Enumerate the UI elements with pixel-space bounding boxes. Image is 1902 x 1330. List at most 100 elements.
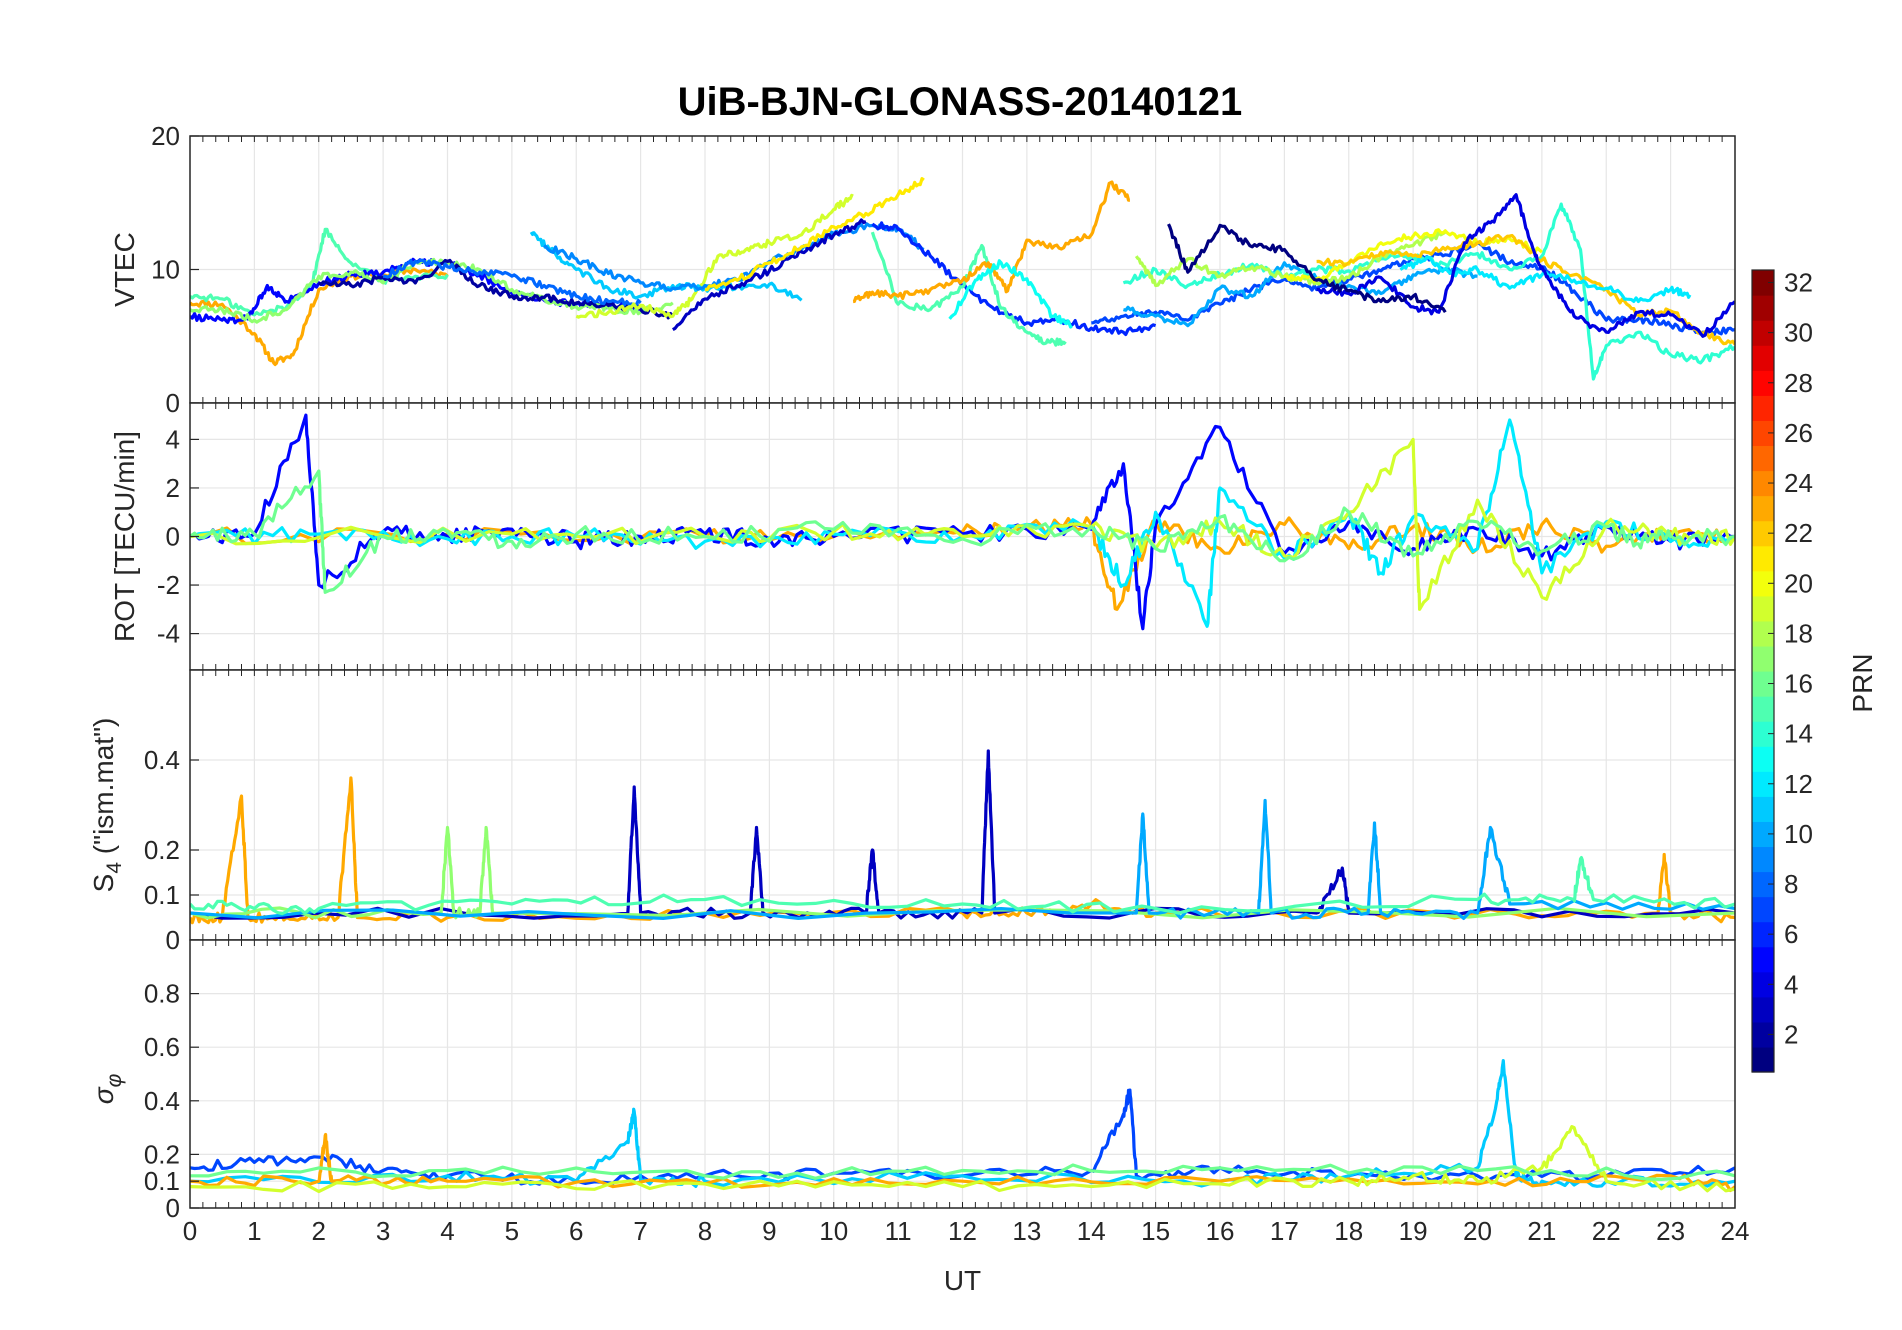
- series-group: [190, 177, 1735, 381]
- colorbar-cell: [1752, 520, 1774, 547]
- series-line: [575, 193, 854, 319]
- series-line: [190, 798, 1735, 920]
- series-line: [704, 177, 925, 292]
- colorbar-cell: [1752, 796, 1774, 822]
- colorbar-cell: [1752, 570, 1774, 597]
- y-axis-label: σφ: [88, 1073, 126, 1104]
- y-tick-label: 0.8: [144, 979, 180, 1009]
- series-group: [190, 749, 1735, 925]
- colorbar-tick-label: 26: [1784, 418, 1813, 448]
- colorbar-cell: [1752, 971, 1774, 998]
- y-tick-label: -4: [157, 619, 180, 649]
- series-line: [1316, 193, 1735, 338]
- series-line: [948, 259, 1074, 329]
- series-line: [190, 437, 1735, 611]
- colorbar-cell: [1752, 746, 1774, 772]
- x-tick-label: 3: [376, 1216, 390, 1246]
- colorbar-cell: [1752, 771, 1774, 797]
- colorbar-cell: [1752, 295, 1774, 321]
- colorbar-cell: [1752, 470, 1774, 497]
- x-tick-label: 12: [948, 1216, 977, 1246]
- series-line: [1316, 233, 1735, 346]
- x-tick-label: 11: [885, 1216, 912, 1246]
- colorbar-cell: [1752, 620, 1774, 647]
- x-tick-label: 0: [183, 1216, 197, 1246]
- x-tick-label: 18: [1334, 1216, 1363, 1246]
- y-tick-label: 0.2: [144, 835, 180, 865]
- x-tick-label: 8: [698, 1216, 712, 1246]
- y-tick-label: 0.4: [144, 1086, 180, 1116]
- colorbar-cell: [1752, 671, 1774, 697]
- y-axis-label: S4 ("ism.mat"): [88, 718, 126, 893]
- x-tick-label: 23: [1656, 1216, 1685, 1246]
- colorbar-cell: [1752, 320, 1774, 346]
- colorbar-cell: [1752, 696, 1774, 722]
- colorbar-cell: [1752, 996, 1774, 1023]
- y-tick-label: -2: [157, 570, 180, 600]
- x-axis-label: UT: [944, 1265, 981, 1296]
- colorbar-tick-label: 4: [1784, 969, 1798, 999]
- colorbar-tick-label: 28: [1784, 368, 1813, 398]
- colorbar-cell: [1752, 1046, 1774, 1073]
- y-tick-label: 20: [151, 121, 180, 151]
- x-tick-label: 2: [312, 1216, 326, 1246]
- colorbar-cell: [1752, 721, 1774, 747]
- colorbar-cell: [1752, 345, 1774, 371]
- series-line: [317, 258, 675, 320]
- colorbar-frame: [1751, 269, 1775, 1073]
- x-tick-label: 10: [819, 1216, 848, 1246]
- series-line: [1284, 228, 1543, 283]
- x-tick-label: 15: [1141, 1216, 1170, 1246]
- colorbar-cell: [1752, 896, 1774, 923]
- colorbar-tick-label: 22: [1784, 518, 1813, 548]
- x-tick-label: 22: [1592, 1216, 1621, 1246]
- series-line: [190, 749, 1735, 920]
- series-line: [529, 231, 803, 302]
- y-tick-label: 4: [166, 424, 180, 454]
- x-tick-label: 20: [1463, 1216, 1492, 1246]
- x-tick-label: 1: [247, 1216, 261, 1246]
- panel-vtec: 0 10 20 VTEC: [109, 121, 1736, 418]
- colorbar-tick-label: 18: [1784, 618, 1813, 648]
- colorbar-cell: [1752, 821, 1774, 848]
- colorbar-tick-label: 12: [1784, 769, 1813, 799]
- x-tick-label: 14: [1077, 1216, 1106, 1246]
- colorbar-cells: [1751, 269, 1775, 1073]
- colorbar-tick-label: 6: [1784, 919, 1798, 949]
- x-tick-label: 4: [440, 1216, 454, 1246]
- colorbar-cell: [1752, 420, 1774, 447]
- y-tick-label: 0.2: [144, 1139, 180, 1169]
- axes-box: [189, 939, 1736, 1209]
- x-tick-label: 7: [633, 1216, 647, 1246]
- colorbar-cell: [1752, 445, 1774, 472]
- colorbar-tick-label: 24: [1784, 468, 1813, 498]
- series-line: [190, 413, 1735, 631]
- colorbar-cell: [1752, 495, 1774, 522]
- colorbar-cell: [1752, 370, 1774, 396]
- series-line: [190, 856, 1735, 916]
- colorbar-tick-label: 14: [1784, 719, 1813, 749]
- colorbar-cell: [1752, 921, 1774, 948]
- colorbar-tick-label: 32: [1784, 268, 1813, 298]
- series-line: [871, 221, 1157, 337]
- series-line: [382, 258, 642, 307]
- x-tick-label: 13: [1012, 1216, 1041, 1246]
- x-tick-label: 19: [1399, 1216, 1428, 1246]
- figure-title: UiB-BJN-GLONASS-20140121: [678, 80, 1243, 124]
- y-tick-label: 0: [166, 388, 180, 418]
- colorbar-cell: [1752, 645, 1774, 672]
- colorbar-label: PRN: [1847, 653, 1878, 712]
- y-tick-label: 0: [166, 522, 180, 552]
- panel-rot: -4 -2 0 2 4 ROT [TECU/min]: [109, 402, 1736, 671]
- y-axis-label: VTEC: [109, 232, 140, 307]
- x-tick-label: 6: [569, 1216, 583, 1246]
- colorbar-cell: [1752, 545, 1774, 572]
- y-tick-label: 0.4: [144, 745, 180, 775]
- series-line: [190, 469, 1735, 594]
- colorbar-tick-label: 16: [1784, 669, 1813, 699]
- x-tick-label: 9: [762, 1216, 776, 1246]
